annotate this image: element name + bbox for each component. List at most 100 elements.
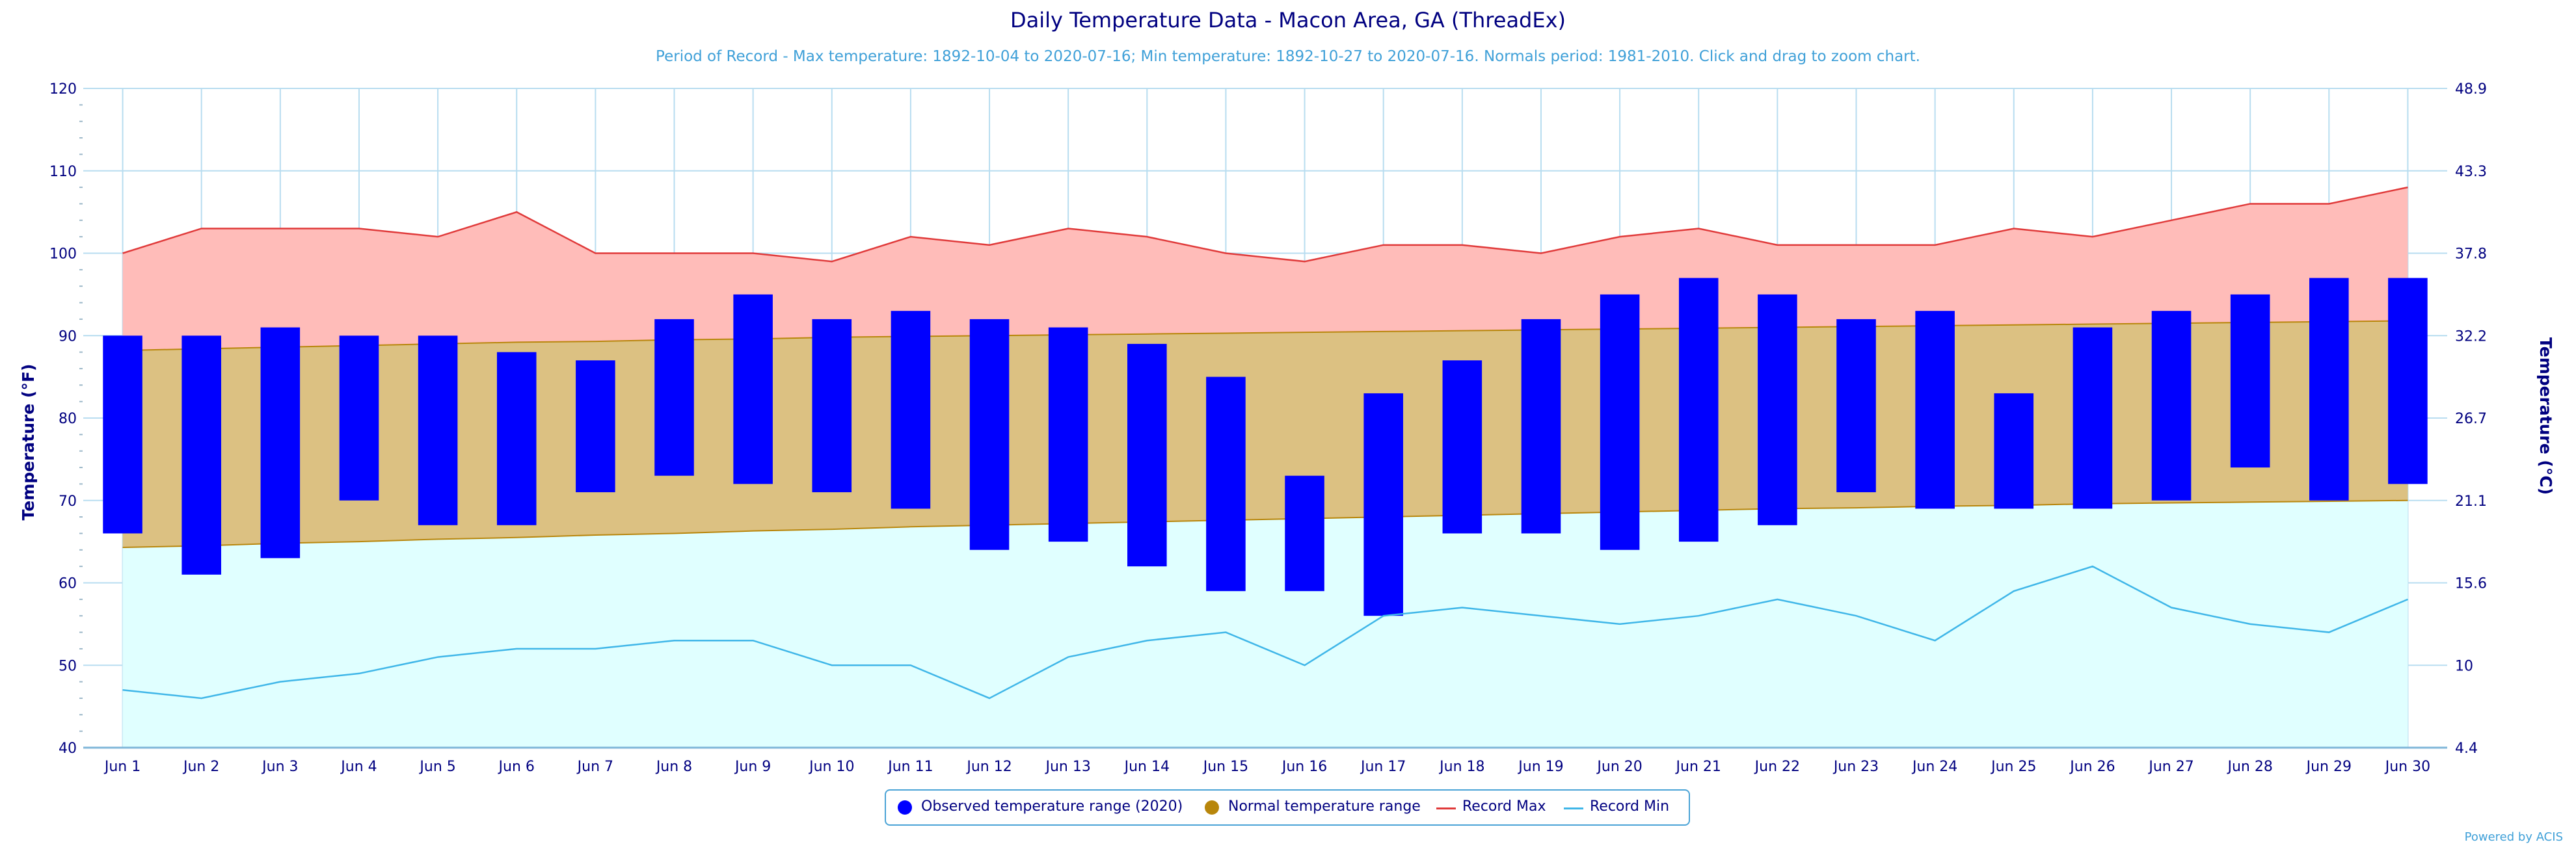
y-tick-label-left: 120 xyxy=(49,81,77,98)
observed-bar[interactable] xyxy=(576,360,615,493)
observed-bar[interactable] xyxy=(418,335,458,525)
observed-bar[interactable] xyxy=(1600,294,1640,550)
record-max-line xyxy=(122,186,2408,263)
observed-bar[interactable] xyxy=(733,294,773,484)
area-layers xyxy=(122,187,2408,748)
x-tick-label: Jun 30 xyxy=(2384,759,2430,775)
x-tick-label: Jun 27 xyxy=(2147,759,2194,775)
legend-observed-marker xyxy=(898,800,912,815)
y-tick-label-right: 32.2 xyxy=(2455,328,2487,345)
x-tick-label: Jun 13 xyxy=(1044,759,1090,775)
record-max-area xyxy=(122,187,2408,351)
legend-observed-label[interactable]: Observed temperature range (2020) xyxy=(921,798,1183,815)
observed-bar[interactable] xyxy=(2388,278,2428,484)
y-tick-label-left: 90 xyxy=(59,328,77,345)
observed-bar[interactable] xyxy=(1285,475,1324,592)
observed-bar[interactable] xyxy=(1994,393,2034,509)
record-min-line xyxy=(122,565,2408,700)
observed-bar[interactable] xyxy=(1363,393,1403,616)
x-tick-label: Jun 19 xyxy=(1517,759,1563,775)
x-tick-label: Jun 10 xyxy=(808,759,854,775)
legend-normal-marker xyxy=(1205,800,1219,815)
observed-bar[interactable] xyxy=(181,335,221,575)
observed-bar[interactable] xyxy=(2230,294,2270,468)
axes: 40 4.4 50 10 60 15.6 70 21.1 80 26.7 90 32.2 100 37.8… xyxy=(49,81,2487,775)
observed-bar[interactable] xyxy=(812,319,852,493)
x-tick-label: Jun 6 xyxy=(498,759,535,775)
normal-high-line xyxy=(122,320,2408,352)
observed-bar[interactable] xyxy=(103,335,142,534)
x-tick-label: Jun 11 xyxy=(887,759,933,775)
observed-bar[interactable] xyxy=(1442,360,1483,534)
x-tick-label: Jun 3 xyxy=(261,759,298,775)
observed-bars xyxy=(103,278,2428,616)
x-tick-label: Jun 22 xyxy=(1754,759,1800,775)
observed-bar[interactable] xyxy=(2151,311,2192,501)
y-tick-label-right: 37.8 xyxy=(2455,246,2487,263)
y-tick-label-left: 80 xyxy=(59,411,77,427)
observed-bar[interactable] xyxy=(1836,319,1876,493)
y-axis-label-left: Temperature (°F) xyxy=(19,364,38,521)
x-tick-label: Jun 29 xyxy=(2305,759,2352,775)
x-tick-label: Jun 21 xyxy=(1675,759,1721,775)
observed-bar[interactable] xyxy=(1521,319,1561,534)
y-tick-label-right: 43.3 xyxy=(2455,164,2487,180)
legend-normal-label[interactable]: Normal temperature range xyxy=(1228,798,1421,815)
observed-bar[interactable] xyxy=(1048,327,1088,542)
observed-bar[interactable] xyxy=(2073,327,2113,509)
observed-bar[interactable] xyxy=(496,352,537,525)
x-tick-label: Jun 4 xyxy=(340,759,377,775)
x-tick-label: Jun 17 xyxy=(1360,759,1406,775)
credit-link[interactable]: Powered by ACIS xyxy=(2464,830,2563,844)
x-tick-label: Jun 9 xyxy=(734,759,771,775)
x-tick-label: Jun 25 xyxy=(1990,759,2036,775)
x-tick-label: Jun 8 xyxy=(655,759,692,775)
observed-bar[interactable] xyxy=(1758,294,1797,525)
chart-subtitle: Period of Record - Max temperature: 1892… xyxy=(656,48,1920,65)
y-axis-label-right: Temperature (°C) xyxy=(2536,337,2555,495)
x-tick-label: Jun 23 xyxy=(1832,759,1879,775)
record-min-area xyxy=(122,500,2408,748)
x-tick-label: Jun 24 xyxy=(1911,759,1957,775)
legend-record-min-marker xyxy=(1564,807,1583,809)
observed-bar[interactable] xyxy=(260,327,301,558)
x-tick-label: Jun 15 xyxy=(1202,759,1248,775)
observed-bar[interactable] xyxy=(1206,376,1246,592)
y-tick-label-right: 4.4 xyxy=(2455,741,2478,757)
x-tick-label: Jun 5 xyxy=(418,759,455,775)
y-tick-label-right: 21.1 xyxy=(2455,493,2487,510)
observed-bar[interactable] xyxy=(891,311,931,509)
y-tick-label-right: 10 xyxy=(2455,658,2473,674)
legend-record-max-marker xyxy=(1436,807,1456,809)
y-tick-label-right: 26.7 xyxy=(2455,411,2487,427)
x-tick-label: Jun 14 xyxy=(1123,759,1170,775)
y-tick-label-right: 48.9 xyxy=(2455,81,2487,98)
observed-bar[interactable] xyxy=(1915,311,1955,509)
observed-bar[interactable] xyxy=(1678,278,1719,542)
x-tick-label: Jun 12 xyxy=(965,759,1012,775)
y-tick-label-left: 50 xyxy=(59,658,77,674)
x-tick-label: Jun 7 xyxy=(576,759,613,775)
y-tick-label-left: 60 xyxy=(59,576,77,592)
legend: Observed temperature range (2020) Normal… xyxy=(885,789,1690,826)
x-tick-label: Jun 16 xyxy=(1281,759,1327,775)
observed-bar[interactable] xyxy=(339,335,379,501)
x-tick-label: Jun 18 xyxy=(1438,759,1484,775)
y-tick-label-left: 110 xyxy=(49,164,77,180)
x-tick-label: Jun 1 xyxy=(103,759,141,775)
y-tick-label-right: 15.6 xyxy=(2455,576,2487,592)
legend-record-min-label[interactable]: Record Min xyxy=(1590,798,1670,815)
record-lines xyxy=(122,186,2408,700)
legend-record-max-label[interactable]: Record Max xyxy=(1462,798,1546,815)
x-tick-label: Jun 28 xyxy=(2226,759,2272,775)
x-tick-label: Jun 2 xyxy=(182,759,219,775)
chart-title: Daily Temperature Data - Macon Area, GA … xyxy=(1010,8,1566,33)
observed-bar[interactable] xyxy=(654,319,694,476)
observed-bar[interactable] xyxy=(1127,343,1167,567)
observed-bar[interactable] xyxy=(2309,278,2349,501)
observed-bar[interactable] xyxy=(969,319,1010,550)
y-tick-label-left: 40 xyxy=(59,741,77,757)
y-tick-label-left: 70 xyxy=(59,493,77,510)
